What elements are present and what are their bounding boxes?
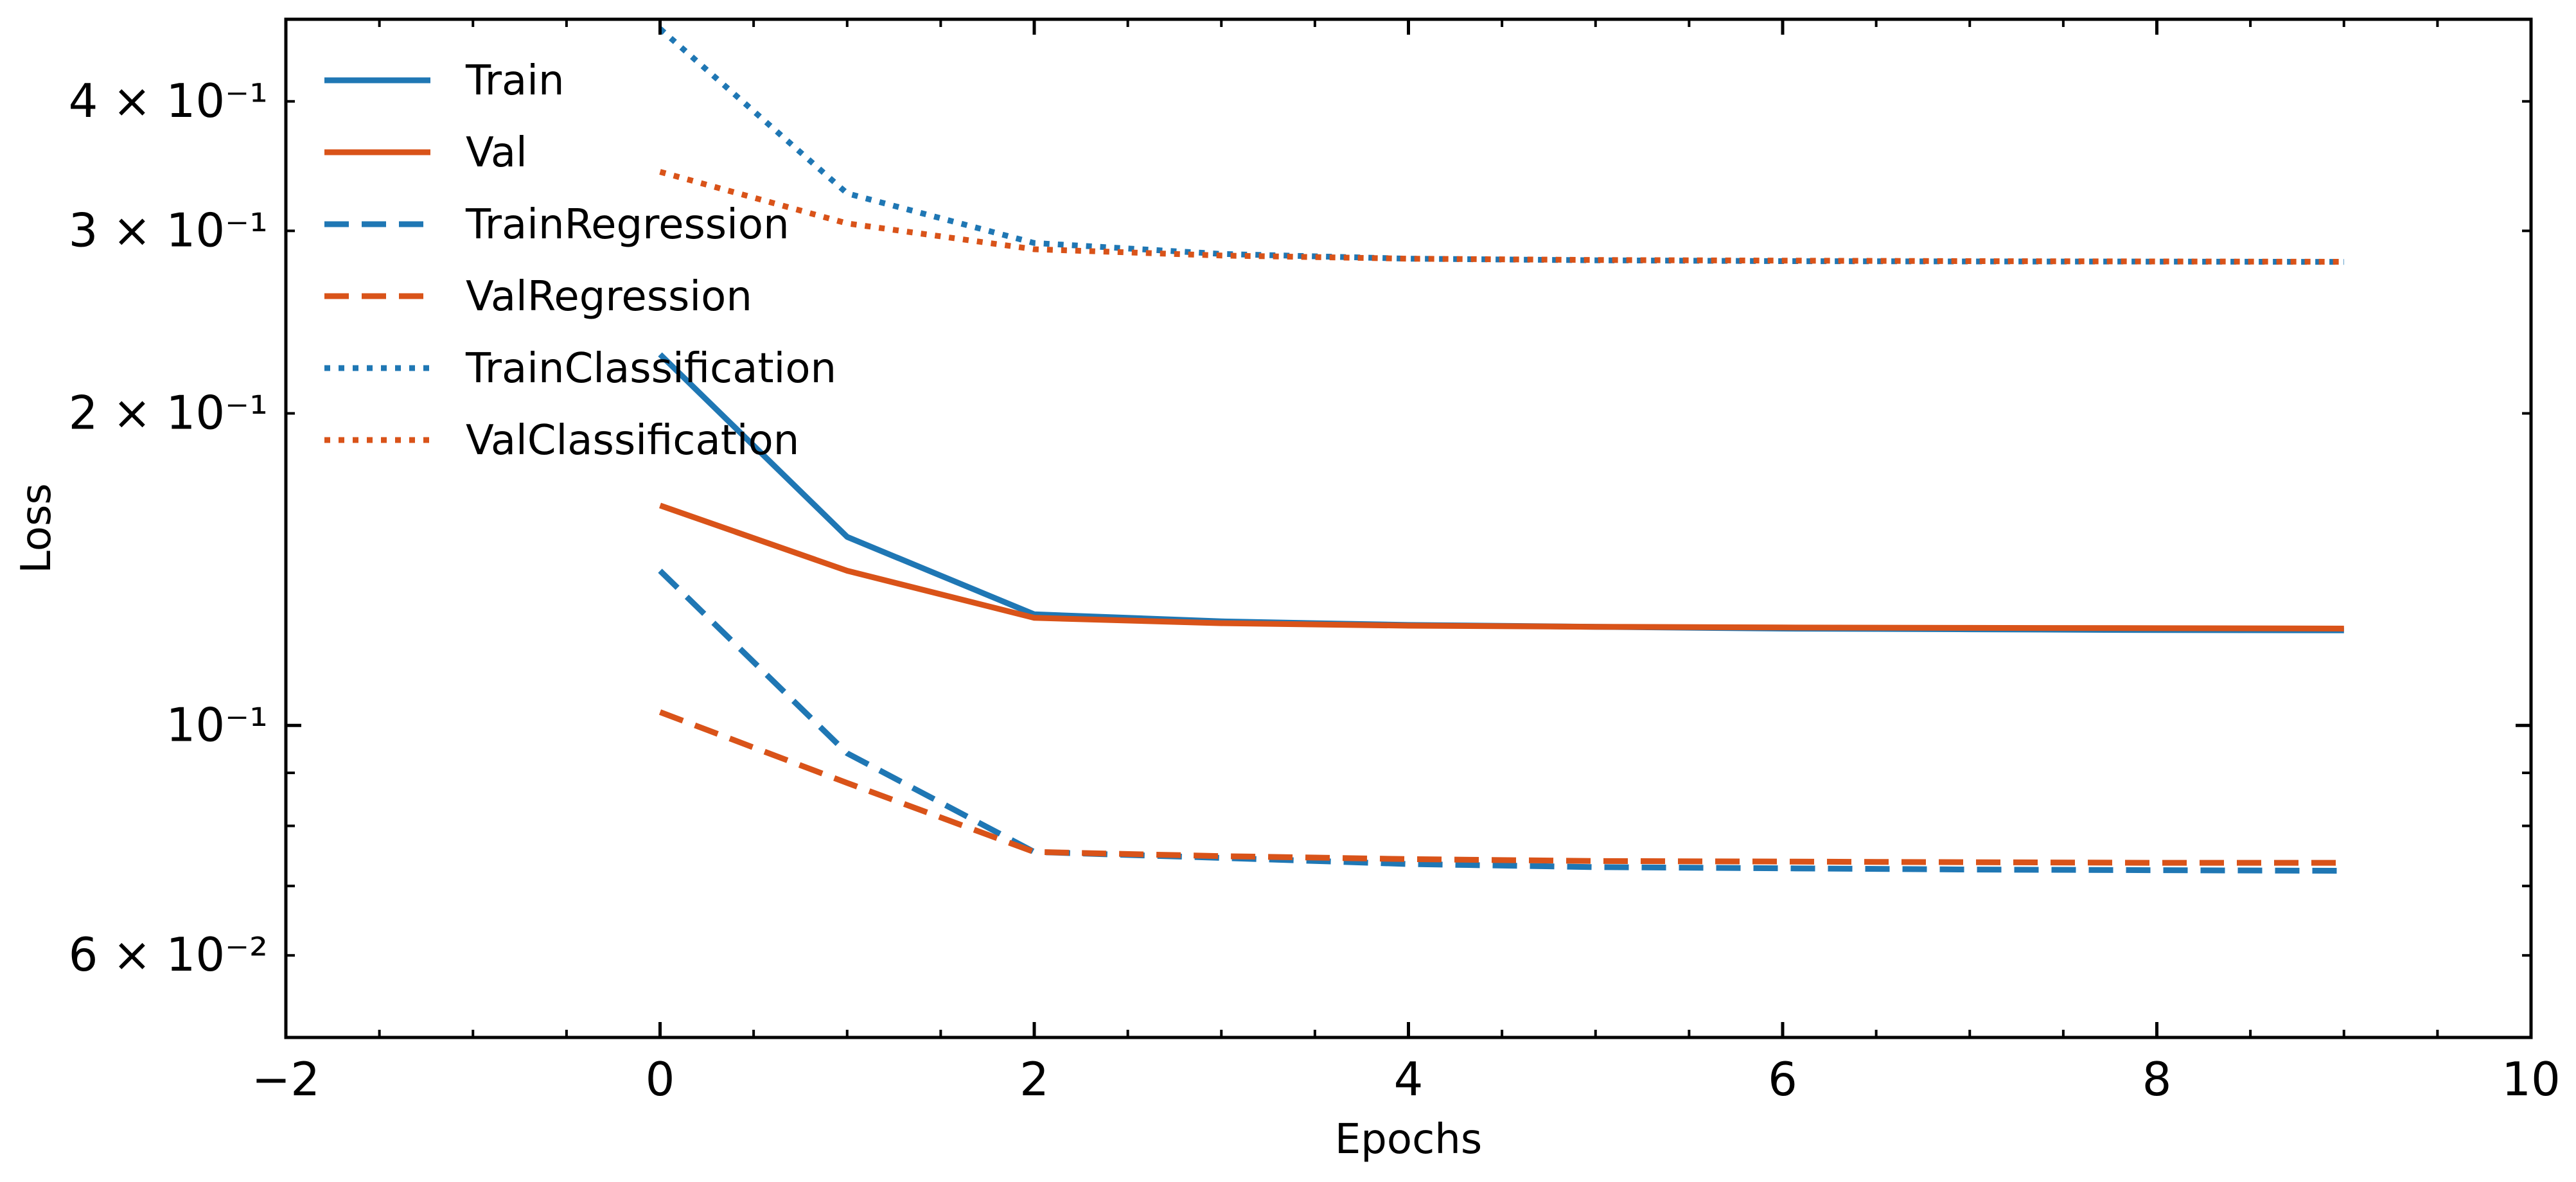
y-tick-label: 10⁻¹ (166, 698, 268, 752)
x-tick-label: 4 (1394, 1052, 1424, 1106)
y-tick-label: 2 × 10⁻¹ (69, 386, 268, 440)
series-line-ValRegression (658, 709, 2344, 866)
x-tick-label: 0 (646, 1052, 675, 1106)
legend-label-ValRegression: ValRegression (466, 273, 752, 321)
x-tick-label: 2 (1019, 1052, 1049, 1106)
x-tick-label: 8 (2142, 1052, 2172, 1106)
legend-label-TrainRegression: TrainRegression (465, 201, 790, 249)
y-tick-label: 4 × 10⁻¹ (69, 74, 268, 128)
legend-label-ValClassification: ValClassification (466, 417, 799, 464)
series-line-ValClassification (659, 169, 2344, 265)
axes-frame (284, 17, 2533, 1039)
x-tick-label: 10 (2501, 1052, 2561, 1106)
legend-label-Val: Val (466, 129, 527, 177)
x-tick-label: 6 (1768, 1052, 1797, 1106)
axes: −2 0 2 4 6 8 10 10⁻¹ 6 × 10⁻² 2 × 10⁻¹ 3 × 10⁻¹ 4 ×… (69, 17, 2561, 1106)
x-tick-label: −2 (252, 1052, 320, 1106)
y-tick-label: 6 × 10⁻² (69, 928, 268, 982)
legend: Train Val TrainRegression ValRegression Trai… (324, 57, 836, 464)
legend-label-Train: Train (465, 57, 565, 105)
series-line-TrainClassification (658, 26, 2344, 265)
y-tick-label: 3 × 10⁻¹ (69, 203, 268, 257)
plot-area (658, 26, 2344, 874)
y-axis-label: Loss (13, 483, 60, 573)
series-line-Val (659, 502, 2344, 631)
x-axis-label: Epochs (1335, 1116, 1482, 1163)
series-line-TrainRegression (658, 569, 2344, 874)
legend-label-TrainClassification: TrainClassification (465, 345, 836, 393)
